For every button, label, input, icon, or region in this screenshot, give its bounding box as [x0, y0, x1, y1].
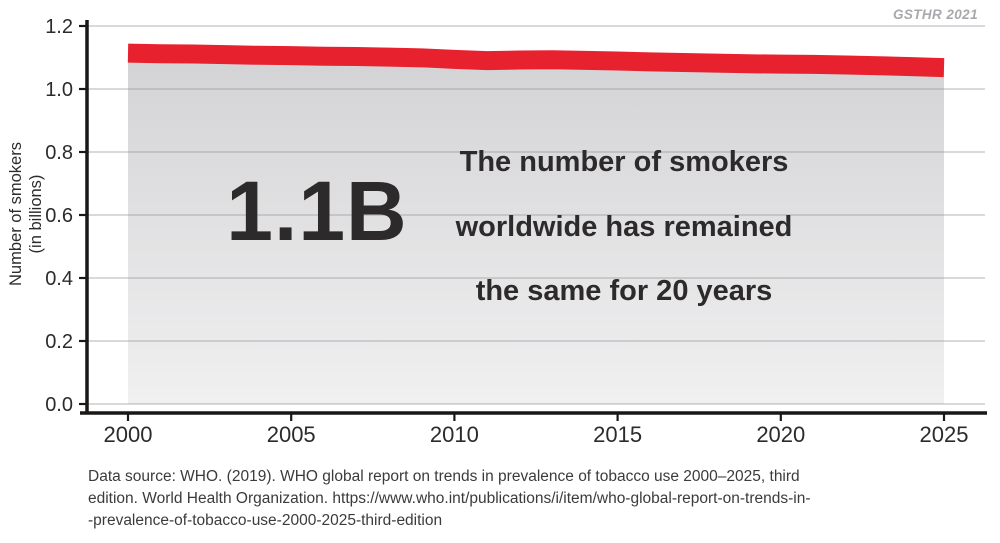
annotation-line-3: the same for 20 years	[475, 275, 773, 307]
x-tick-label: 2020	[756, 422, 805, 447]
y-tick-label: 0.6	[45, 205, 73, 227]
big-number-label: 1.1B	[226, 164, 408, 258]
y-tick-label: 1.0	[45, 79, 73, 101]
y-tick-label: 0.8	[45, 142, 73, 164]
x-tick-label: 2010	[430, 422, 479, 447]
x-tick-label: 2025	[920, 422, 969, 447]
y-axis-title-line2: (in billions)	[27, 174, 45, 254]
data-source-line-2: edition. World Health Organization. http…	[88, 490, 811, 507]
data-source-line-1: Data source: WHO. (2019). WHO global rep…	[88, 468, 800, 485]
y-axis-title: Number of smokers (in billions)	[6, 142, 46, 286]
annotation-line-2: worldwide has remained	[455, 210, 793, 243]
chart-canvas: 0.0 0.2 0.4 0.6 0.8 1.0 1.2 2000 2005 2010 2015 202…	[45, 16, 987, 447]
x-tick-label: 2000	[104, 422, 153, 447]
smokers-line	[127, 43, 945, 78]
y-axis-title-line1: Number of smokers	[7, 142, 25, 286]
annotation-text: The number of smokers worldwide has rema…	[374, 130, 874, 324]
y-tick-label: 1.2	[45, 16, 73, 38]
annotation-line-1: The number of smokers	[459, 146, 789, 178]
data-source-text: Data source: WHO. (2019). WHO global rep…	[88, 466, 988, 532]
smokers-area	[128, 53, 944, 405]
y-tick-label: 0.0	[45, 394, 73, 416]
watermark-gsthr: GSTHR 2021	[892, 7, 978, 22]
x-tick-label: 2015	[593, 422, 642, 447]
data-source-line-3: -prevalence-of-tobacco-use-2000-2025-thi…	[88, 512, 443, 529]
y-tick-label: 0.2	[45, 331, 73, 353]
x-tick-label: 2005	[267, 422, 316, 447]
y-tick-label: 0.4	[45, 268, 73, 290]
